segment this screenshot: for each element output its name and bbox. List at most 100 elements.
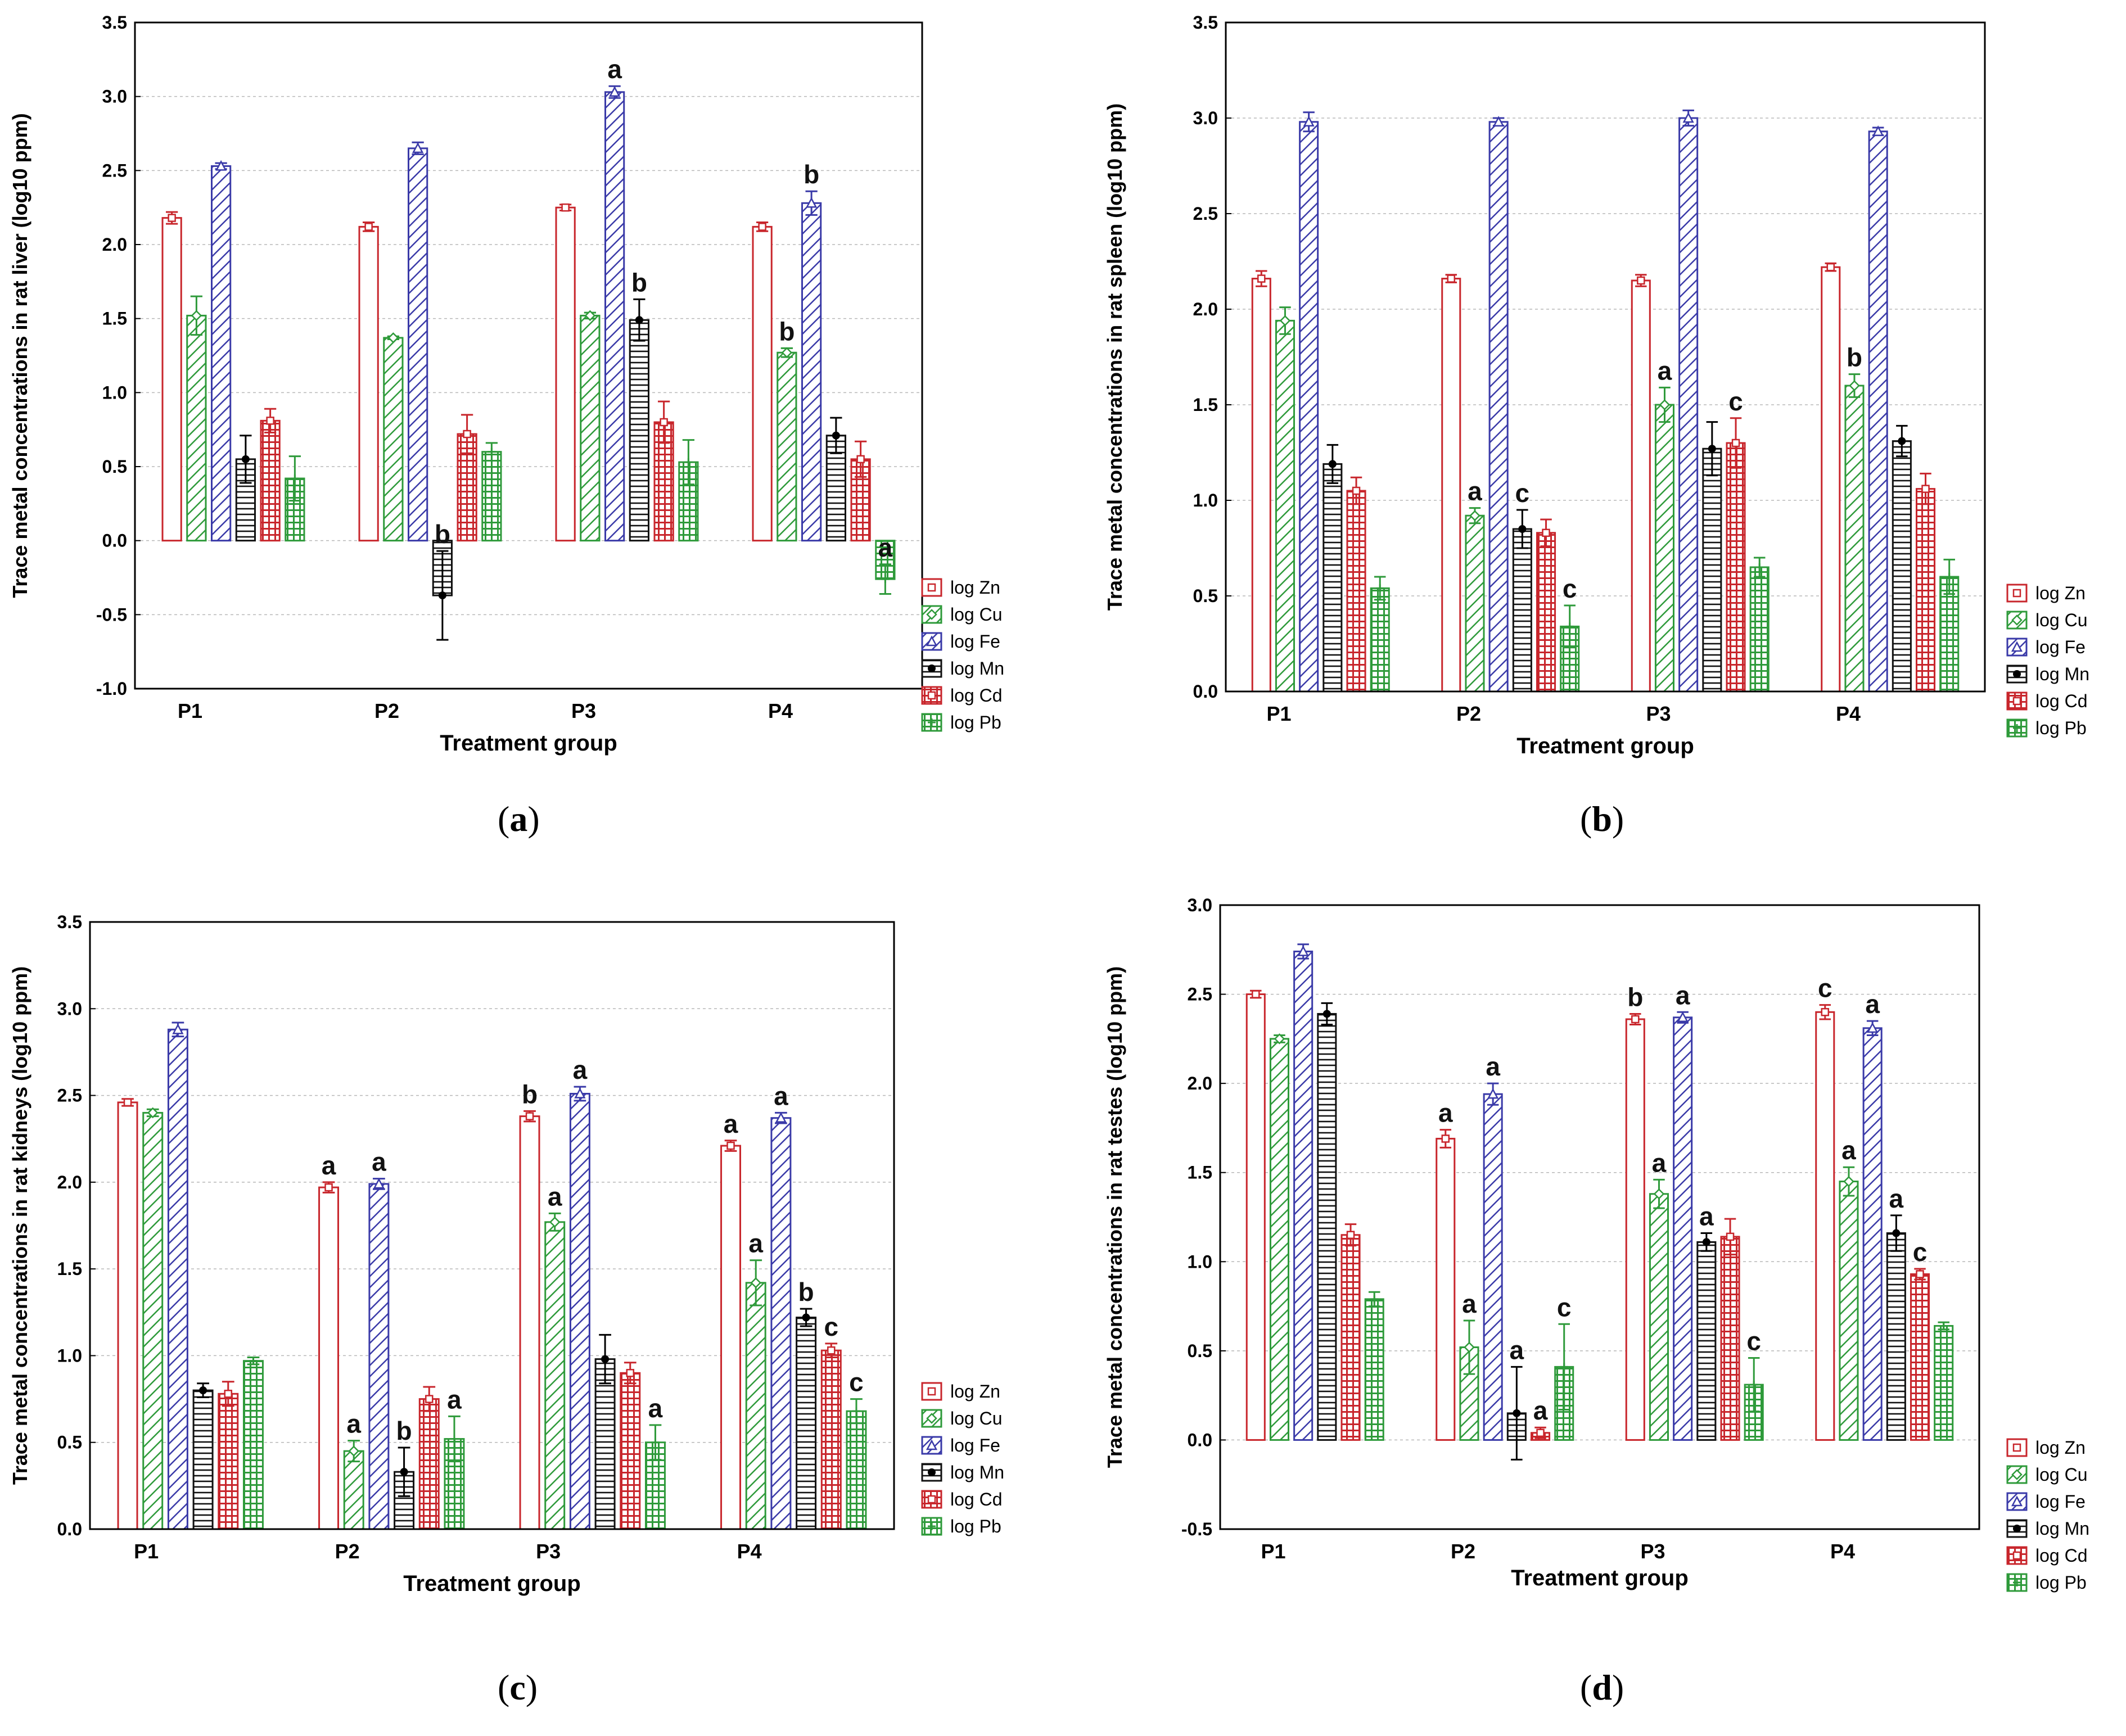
mean-marker: [425, 1395, 434, 1403]
bar-log-fe-p1: [211, 165, 232, 542]
bar-log-cd-p1: [1346, 490, 1366, 693]
legend-label-mn: log Mn: [950, 658, 1004, 679]
legend-marker: [2012, 1443, 2021, 1452]
mean-marker: [1843, 1176, 1854, 1187]
mean-marker: [750, 1277, 761, 1289]
mean-marker: [1631, 1015, 1640, 1024]
legend-marker: [927, 1387, 936, 1396]
legend-swatch-pb: [921, 1517, 942, 1536]
bar-log-fe-p3: [1673, 1016, 1693, 1441]
bar-log-zn-p3: [1625, 1018, 1645, 1441]
mean-marker: [832, 431, 840, 440]
mean-marker: [1702, 1238, 1710, 1246]
bar-log-zn-p3: [555, 206, 576, 542]
y-tick-label: 1.5: [102, 309, 127, 329]
x-tick-label: P4: [1836, 702, 1861, 725]
plot-frame: [89, 921, 895, 1530]
bar-log-fe-p2: [368, 1183, 390, 1530]
mean-marker: [463, 430, 471, 438]
bar-log-cu-p4: [777, 351, 797, 542]
mean-marker: [364, 223, 373, 231]
y-tick-label: 0.0: [57, 1519, 82, 1539]
x-axis-label: Treatment group: [1516, 734, 1694, 758]
bar-log-fe-p3: [604, 91, 625, 542]
bar-log-cd-p1: [1340, 1234, 1361, 1441]
mean-marker: [1279, 315, 1291, 327]
mean-marker: [1487, 1088, 1499, 1099]
significance-label: a: [1462, 1289, 1477, 1318]
y-tick-label: 2.0: [1188, 1073, 1212, 1093]
significance-label: c: [1515, 478, 1530, 508]
mean-marker: [249, 1357, 258, 1365]
legend-marker: [926, 635, 938, 647]
y-tick-label: 0.5: [57, 1432, 82, 1453]
mean-marker: [802, 1313, 810, 1322]
chart-panel-d: -0.5 0.0 0.5 1.0 1.5 2.0 2.5 3.0 P1 a a a a a c P2 b a a a c…: [1096, 877, 2126, 1613]
y-tick-label: 0.5: [1188, 1341, 1212, 1361]
x-axis-label: Treatment group: [440, 731, 617, 756]
legend-label-fe: log Fe: [2035, 1491, 2086, 1512]
bar-log-mn-p3: [594, 1358, 616, 1530]
bar-log-cu-p2: [1465, 514, 1485, 693]
chart-c: 0.0 0.5 1.0 1.5 2.0 2.5 3.0 3.5 P1 a a a b a P2 b a a a P3 a…: [8, 912, 1004, 1596]
bar-log-pb-p2: [481, 451, 502, 542]
mean-marker: [147, 1107, 159, 1119]
bar-log-cu-p1: [1275, 319, 1295, 693]
x-tick-label: P4: [737, 1540, 762, 1563]
mean-marker: [584, 310, 596, 322]
legend-marker: [926, 1439, 938, 1450]
legend-marker: [926, 609, 937, 620]
bar-log-cu-p2: [343, 1450, 364, 1530]
y-axis-label: Trace metal concentrations in rat testes…: [1103, 966, 1126, 1468]
x-axis-label: Treatment group: [1511, 1566, 1689, 1590]
significance-label: a: [607, 55, 622, 84]
bar-log-cd-p1: [260, 419, 281, 542]
significance-label: a: [573, 1055, 588, 1084]
legend-swatch-mn: [2006, 664, 2028, 684]
legend-marker: [928, 664, 936, 672]
mean-marker: [1560, 1363, 1568, 1371]
x-tick-label: P2: [1451, 1540, 1475, 1563]
mean-marker: [1682, 112, 1694, 123]
chart-panel-c: 0.0 0.5 1.0 1.5 2.0 2.5 3.0 3.5 P1 a a a b a P2 b a a a P3 a…: [0, 888, 1063, 1613]
mean-marker: [168, 214, 176, 222]
mean-marker: [387, 332, 399, 343]
caption-b: (b): [1580, 799, 1624, 839]
y-tick-label: 3.0: [102, 87, 127, 107]
significance-label: b: [804, 160, 819, 189]
legend-label-fe: log Fe: [950, 631, 1000, 652]
mean-marker: [1826, 263, 1835, 272]
mean-marker: [1542, 528, 1550, 537]
mean-marker: [684, 458, 693, 467]
mean-marker: [1297, 945, 1309, 956]
y-tick-label: -0.5: [1181, 1519, 1212, 1539]
mean-marker: [1352, 486, 1361, 495]
significance-label: c: [1913, 1237, 1928, 1267]
y-tick-label: 0.0: [102, 531, 127, 551]
bar-log-pb-p4: [846, 1410, 867, 1530]
caption-c: (c): [498, 1667, 538, 1707]
mean-marker: [412, 142, 424, 153]
legend-label-fe: log Fe: [2035, 637, 2086, 657]
y-axis-label: Trace metal concentrations in rat kidney…: [8, 966, 31, 1485]
significance-label: a: [548, 1182, 562, 1211]
mean-marker: [224, 1390, 233, 1398]
bar-log-fe-p3: [1678, 117, 1699, 693]
mean-marker: [1750, 1381, 1758, 1389]
bar-log-cu-p2: [383, 337, 404, 542]
legend-marker: [2013, 724, 2021, 732]
x-tick-label: P3: [1646, 702, 1671, 725]
bar-log-zn-p1: [1245, 993, 1266, 1441]
significance-label: a: [1486, 1052, 1500, 1081]
mean-marker: [172, 1023, 184, 1034]
mean-marker: [758, 223, 766, 231]
mean-marker: [1252, 990, 1260, 998]
bar-log-fe-p2: [1483, 1093, 1503, 1441]
bar-log-cd-p3: [620, 1372, 641, 1530]
y-tick-label: 0.0: [1193, 681, 1218, 702]
legend-label-cd: log Cd: [950, 1489, 1003, 1509]
mean-marker: [1939, 1322, 1948, 1330]
bar-log-pb-p4: [1934, 1324, 1954, 1441]
mean-marker: [1849, 380, 1860, 391]
x-axis-label: Treatment group: [403, 1571, 581, 1596]
